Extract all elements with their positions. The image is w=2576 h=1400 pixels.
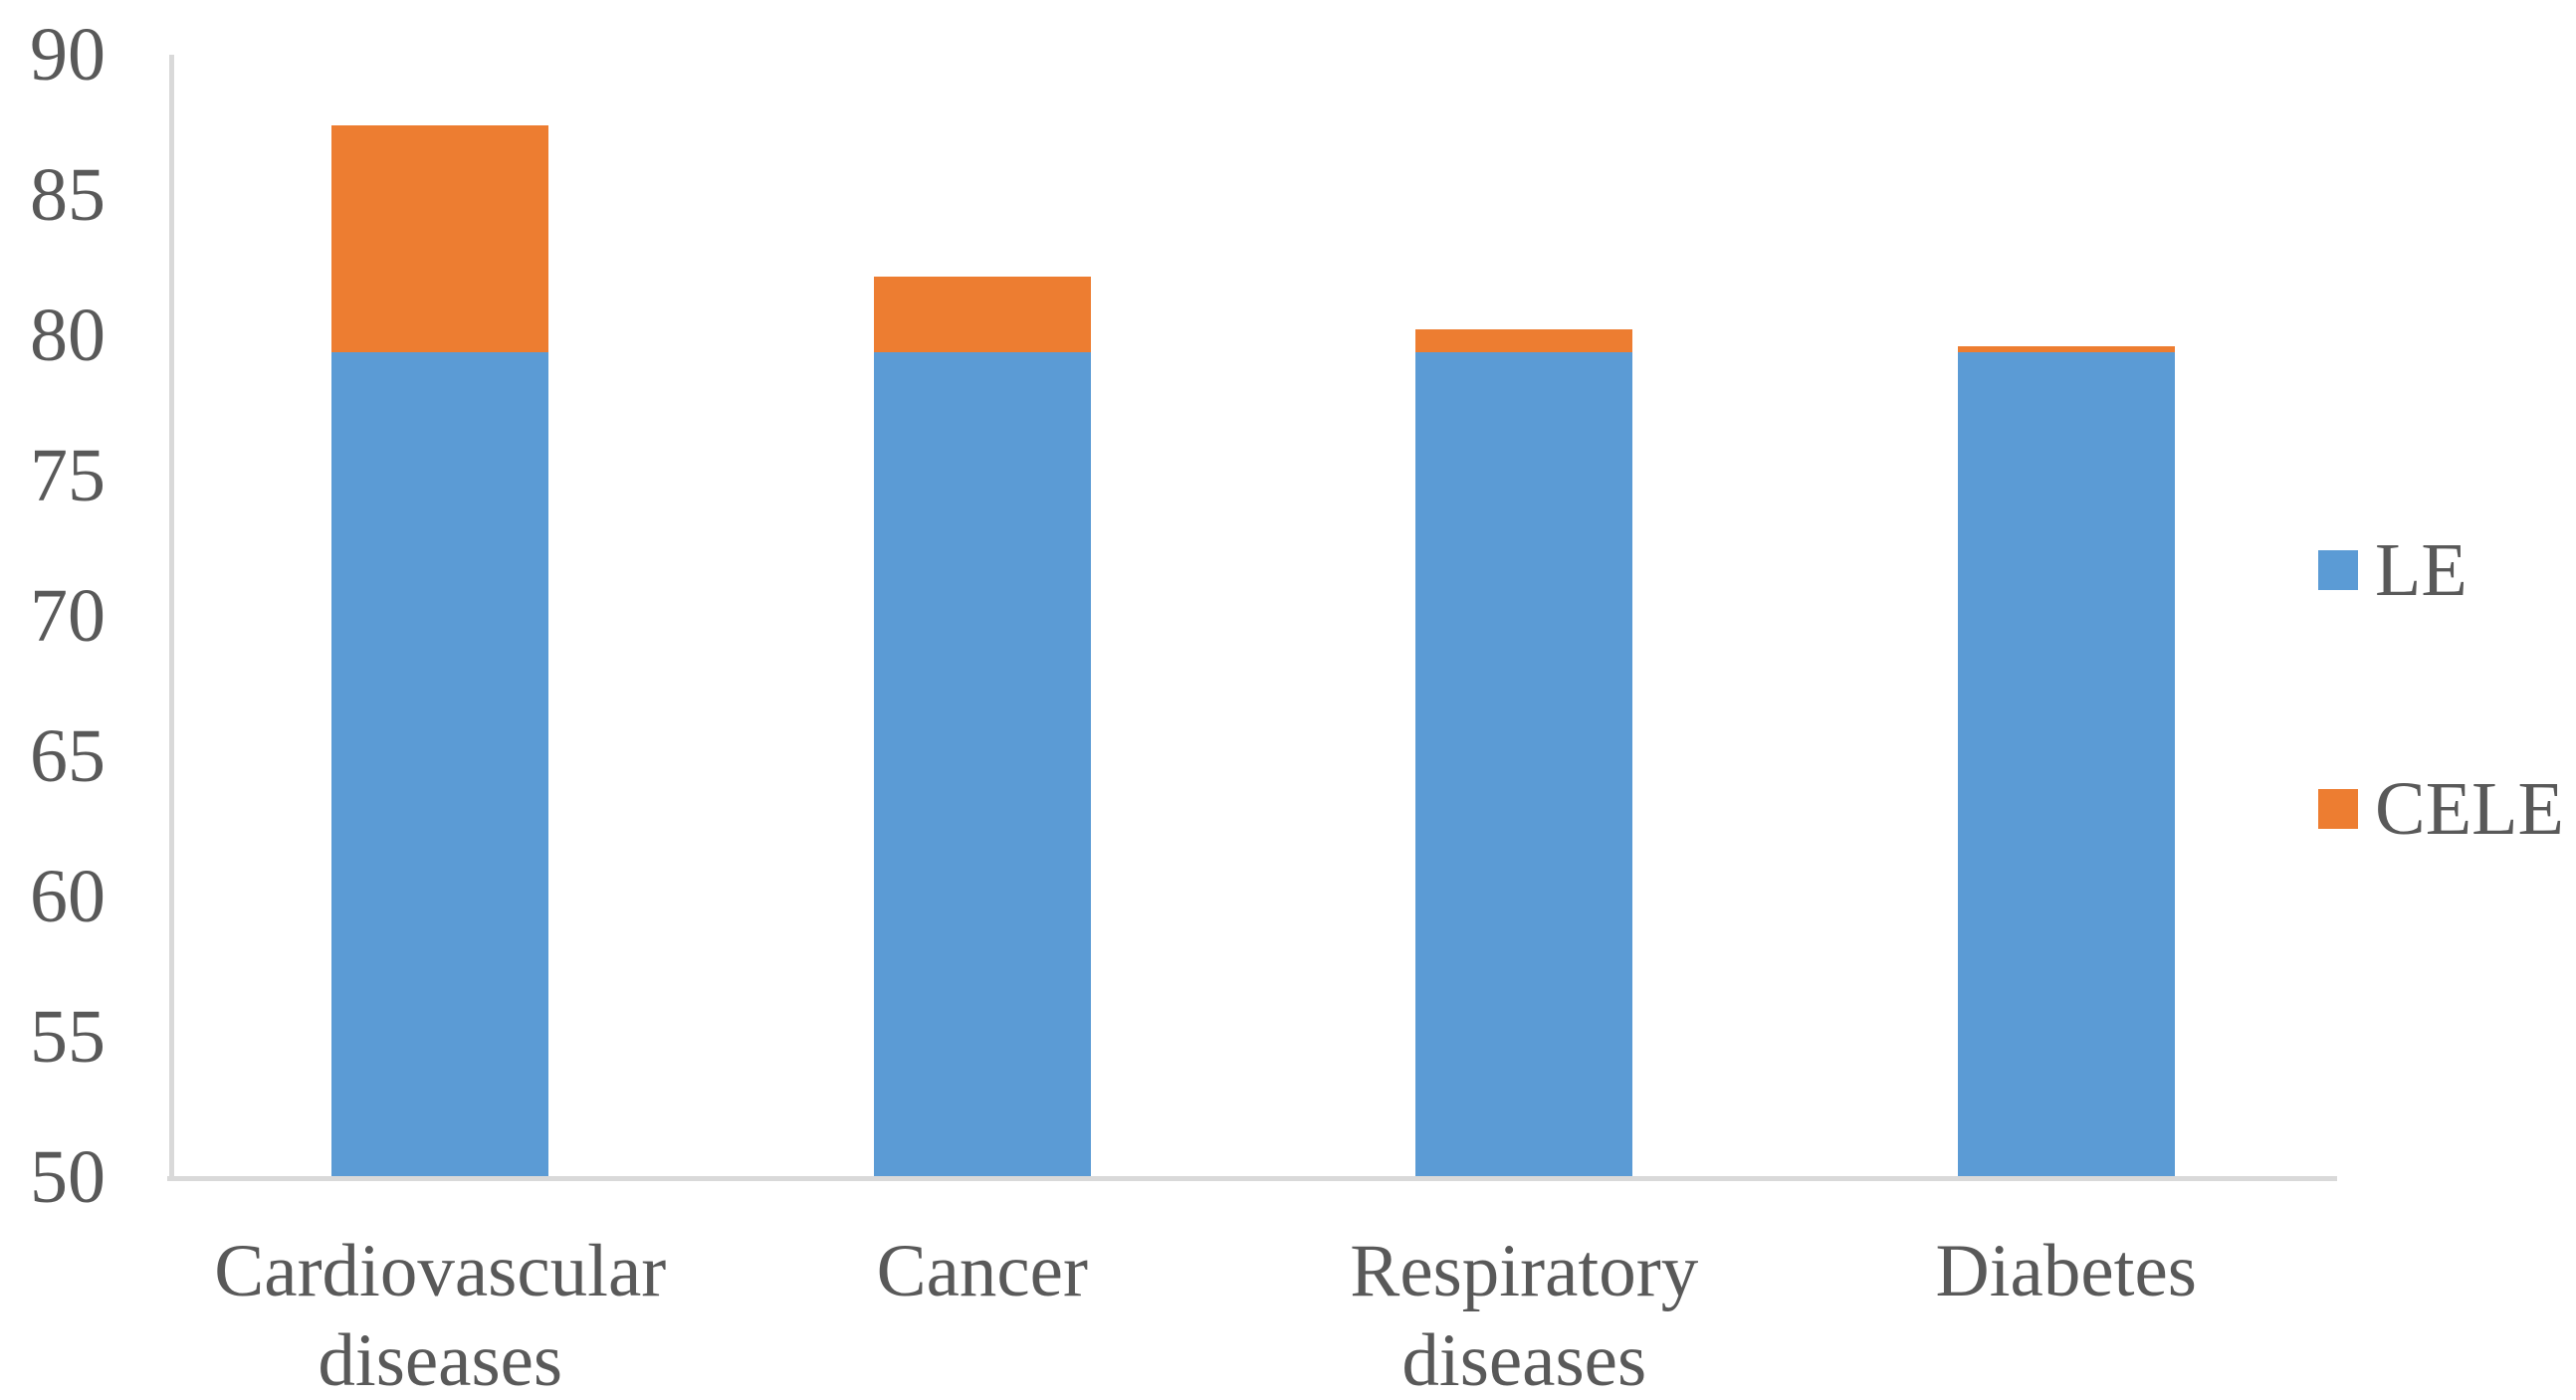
bar-segment-le [873, 351, 1091, 1177]
legend-item-le: LE [2318, 532, 2468, 608]
legend-label: CELE [2375, 767, 2564, 851]
y-tick-label: 80 [30, 294, 106, 377]
y-axis-line [169, 55, 174, 1181]
bar-segment-cele [873, 276, 1091, 352]
bar-segment-le [331, 351, 549, 1177]
legend-item-cele: CELE [2318, 771, 2564, 847]
bar-segment-le [1957, 351, 2175, 1177]
y-tick-label: 85 [30, 153, 106, 237]
legend-swatch-icon [2318, 550, 2358, 590]
y-tick-label: 65 [30, 714, 106, 798]
y-tick-label: 70 [30, 574, 106, 658]
x-axis-line [167, 1176, 2337, 1181]
y-tick-label: 90 [30, 13, 106, 97]
x-category-label: Diabetes [1935, 1230, 2197, 1312]
y-tick-label: 60 [30, 855, 106, 938]
legend-label: LE [2375, 528, 2468, 612]
bar-segment-cele [331, 124, 549, 352]
x-category-label: Cardiovascular diseases [214, 1230, 667, 1400]
bar-segment-le [1415, 351, 1633, 1177]
x-category-label: Respiratory diseases [1350, 1230, 1699, 1400]
x-category-label: Cancer [876, 1230, 1088, 1312]
y-tick-label: 50 [30, 1135, 106, 1219]
legend-swatch-icon [2318, 789, 2358, 829]
y-tick-label: 55 [30, 995, 106, 1079]
bar-segment-cele [1415, 329, 1633, 352]
bar-segment-cele [1957, 346, 2175, 352]
y-tick-label: 75 [30, 434, 106, 517]
